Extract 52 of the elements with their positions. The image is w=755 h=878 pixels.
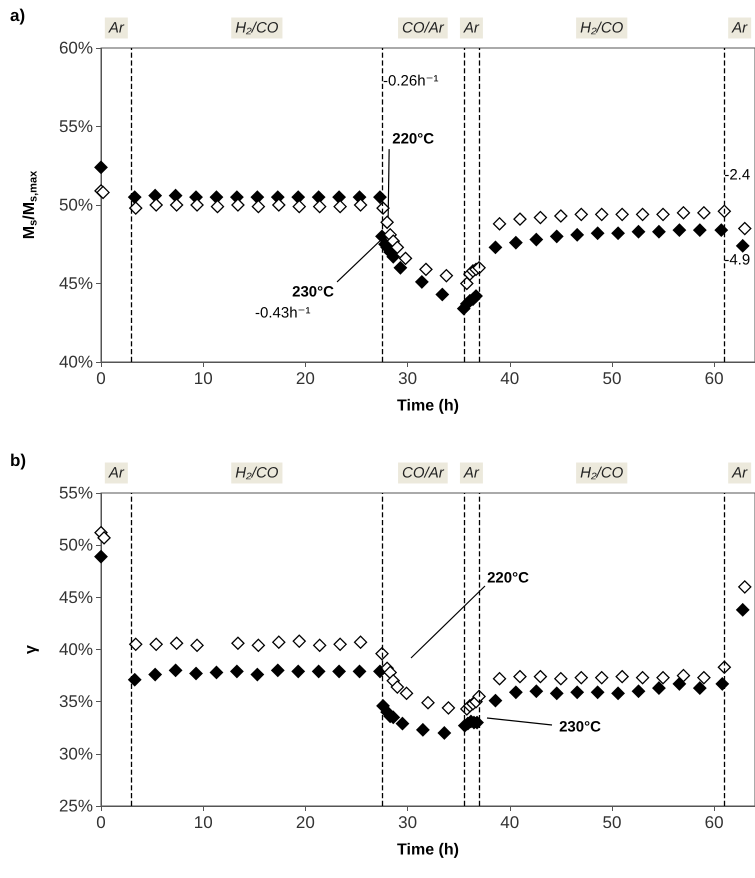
y-tick-label: 25%	[58, 796, 93, 816]
y-tick-label: 30%	[58, 744, 93, 764]
annotation: -0.43h⁻¹	[255, 304, 310, 322]
x-tick-label: 50	[602, 813, 622, 832]
x-tick-label: 0	[96, 813, 106, 832]
text: H₂/CO	[235, 464, 279, 482]
chart-title: b)	[10, 451, 26, 470]
text: H₂/CO	[580, 464, 624, 482]
x-tick-label: 60	[704, 813, 724, 832]
text: CO/Ar	[402, 464, 445, 482]
text: Ar	[731, 464, 748, 482]
y-tick-label: 55%	[58, 484, 93, 502]
y-tick-label: 35%	[58, 692, 93, 712]
text: Ar	[108, 464, 125, 482]
x-tick-label: 50	[602, 369, 622, 388]
text: Ar	[108, 20, 125, 36]
y-tick-label: 45%	[58, 588, 93, 607]
x-tick-label: 40	[500, 813, 520, 832]
x-tick-label: 30	[398, 369, 418, 388]
text: Ar	[462, 20, 480, 36]
annotation: 220°C	[487, 570, 530, 586]
x-tick-label: 40	[500, 369, 520, 388]
y-tick-label: 40%	[58, 640, 93, 659]
x-tick-label: 20	[296, 369, 315, 388]
y-tick-label: 40%	[58, 352, 93, 372]
annotation: 230°C	[559, 718, 602, 736]
y-tick-label: 45%	[58, 274, 93, 293]
chart-title: a)	[10, 6, 26, 25]
y-tick-label: 50%	[58, 196, 93, 214]
text: Ar	[462, 464, 480, 482]
text: Ar	[731, 20, 748, 36]
x-tick-label: 20	[296, 813, 315, 832]
annotation: -2.4	[724, 166, 750, 184]
y-tick-label: 60%	[58, 38, 93, 58]
annotation: -4.9	[724, 251, 750, 268]
y-tick-label: 50%	[58, 536, 93, 555]
x-tick-label: 60	[704, 369, 724, 388]
x-tick-label: 10	[194, 369, 213, 388]
x-tick-label: 30	[398, 813, 418, 832]
annotation: -0.26h⁻¹	[383, 72, 438, 90]
x-axis-title: Time (h)	[397, 398, 459, 414]
text: H₂/CO	[235, 20, 279, 36]
x-tick-label: 10	[194, 813, 213, 832]
text: CO/Ar	[402, 20, 445, 36]
y-tick-label: 55%	[58, 117, 93, 136]
x-axis-title: Time (h)	[397, 842, 459, 858]
y-axis-title: Ms/Ms,max	[21, 170, 40, 240]
text: H₂/CO	[580, 20, 624, 36]
annotation: 230°C	[292, 283, 334, 300]
annotation: 220°C	[392, 130, 434, 148]
x-tick-label: 0	[96, 369, 106, 388]
y-axis-title: γ	[22, 644, 40, 654]
